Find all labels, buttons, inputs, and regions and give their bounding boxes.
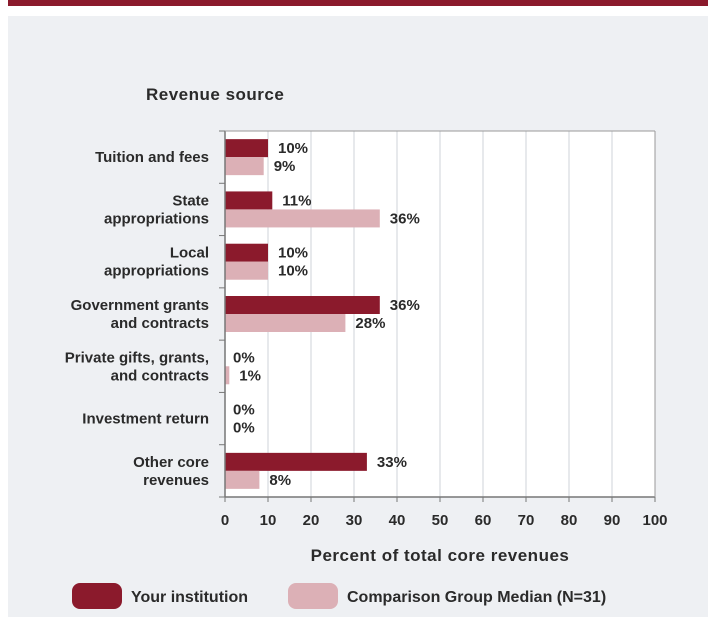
bar-value-label: 33% [377,454,407,471]
bar-value-label: 10% [278,245,308,262]
bar [225,296,380,314]
x-tick-label: 50 [432,512,449,529]
bar [225,314,346,332]
category-label: Private gifts, grants, [65,349,209,366]
legend-label: Your institution [131,589,248,606]
bar-value-label: 8% [269,472,291,489]
bar-value-label: 10% [278,140,308,157]
bars [225,139,380,489]
legend-swatch [288,583,338,609]
category-label: State [172,192,209,209]
bar-value-label: 0% [233,402,255,419]
legend-label: Comparison Group Median (N=31) [347,589,606,606]
bar-value-label: 28% [355,315,385,332]
bar [225,243,268,262]
x-tick-label: 30 [346,512,363,529]
bar-value-label: 36% [390,210,420,227]
x-tick-label: 10 [260,512,277,529]
category-label: appropriations [104,210,209,227]
category-label: Tuition and fees [95,149,209,166]
chart-title: Revenue source [146,85,284,104]
bar-value-label: 36% [390,297,420,314]
legend-swatch [72,583,122,609]
top-accent-bar [8,0,708,6]
bar [225,139,268,158]
bar-value-label: 9% [274,158,296,175]
x-tick-label: 40 [389,512,406,529]
bar [225,261,268,280]
x-tick-label: 90 [604,512,621,529]
x-tick-label: 100 [642,512,667,529]
bar-value-label: 10% [278,263,308,280]
x-tick-label: 60 [475,512,492,529]
bar-value-label: 0% [233,349,255,366]
category-label: Government grants [71,297,209,314]
category-label: Investment return [82,411,209,428]
bar [225,191,273,210]
x-tick-label: 80 [561,512,578,529]
bar [225,470,260,489]
category-label: appropriations [104,263,209,280]
bar-value-label: 1% [239,367,261,384]
category-label: Local [170,245,209,262]
category-label: revenues [143,472,209,489]
bar [225,366,230,385]
x-tick-label: 20 [303,512,320,529]
labels: 10%9%Tuition and fees11%36%Stateappropri… [65,85,668,565]
x-axis-title: Percent of total core revenues [311,546,570,565]
x-tick-label: 0 [221,512,229,529]
bar-value-label: 0% [233,420,255,437]
category-label: and contracts [111,367,209,384]
x-tick-label: 70 [518,512,535,529]
bar [225,157,264,176]
axes [219,130,656,502]
category-label: Other core [133,454,209,471]
category-label: and contracts [111,315,209,332]
bar [225,209,380,228]
bar [225,452,367,471]
legend: Your institution Comparison Group Median … [72,583,606,609]
bar-value-label: 11% [282,192,311,209]
